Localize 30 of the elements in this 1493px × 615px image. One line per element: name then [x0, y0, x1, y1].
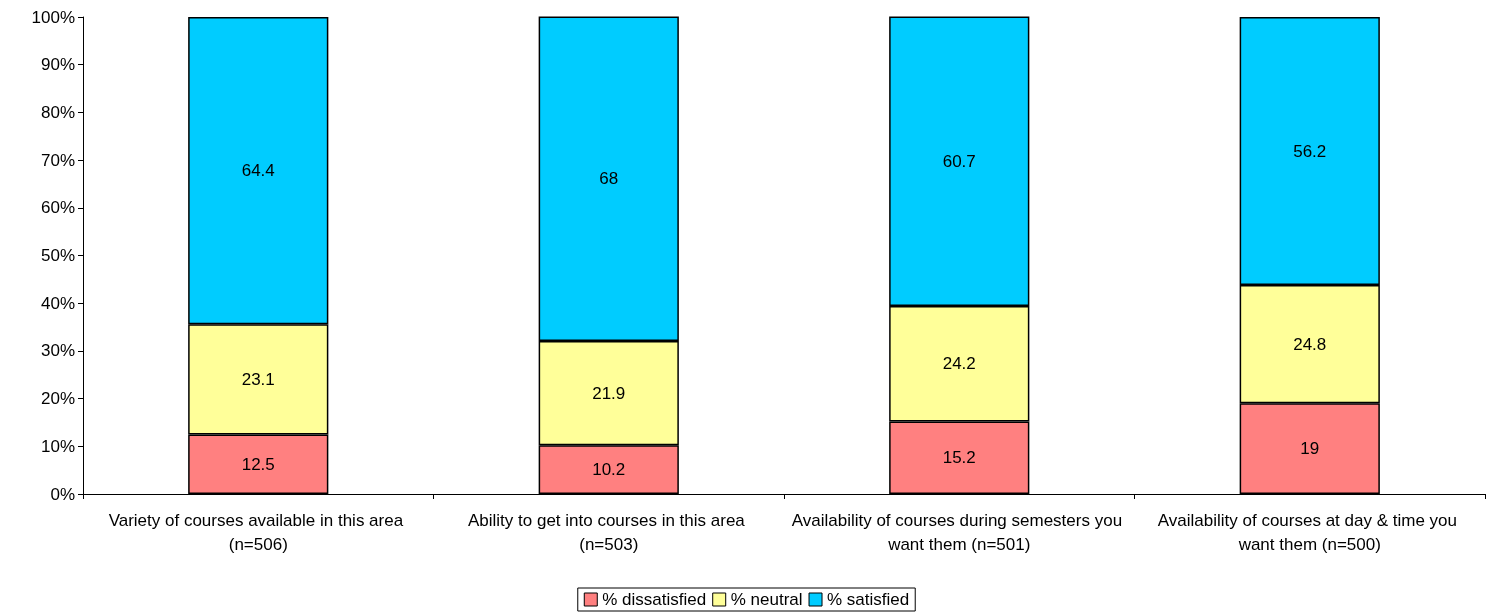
data-label: 10.2: [592, 460, 626, 480]
x-tick-label: Ability to get into courses in this area (n=503): [467, 510, 750, 554]
data-label: 60.7: [942, 151, 976, 171]
data-label: 19: [1300, 439, 1320, 459]
y-tick-label: 90%: [40, 55, 75, 75]
y-tick-label: 70%: [40, 150, 75, 170]
y-tick-label: 10%: [40, 436, 75, 456]
data-label: 56.2: [1293, 141, 1327, 161]
data-label: 24.8: [1293, 334, 1327, 354]
y-tick-label: 0%: [50, 484, 75, 504]
legend-label: % neutral: [730, 590, 803, 609]
data-label: 23.1: [241, 369, 275, 389]
data-label: 12.5: [241, 454, 275, 474]
legend-label: % satisfied: [827, 590, 910, 609]
data-label: 21.9: [592, 383, 626, 403]
data-label: 15.2: [942, 448, 976, 468]
legend-label: % dissatisfied: [602, 590, 707, 609]
y-tick-label: 20%: [40, 389, 75, 409]
y-tick-label: 100%: [31, 7, 75, 27]
y-tick-label: 80%: [40, 102, 75, 122]
data-label: 68: [599, 169, 619, 189]
x-tick-label: Availability of courses during semesters you want them (n=501): [791, 510, 1127, 554]
data-label: 64.4: [241, 161, 275, 181]
y-tick-label: 50%: [40, 246, 75, 265]
y-tick-label: 30%: [40, 341, 75, 361]
data-label: 24.2: [942, 354, 976, 374]
y-tick-label: 40%: [40, 293, 75, 313]
x-tick-label: Availability of courses at day & time you want them (n=500): [1157, 510, 1462, 554]
y-tick-label: 60%: [40, 198, 75, 218]
x-tick-label: Variety of courses available in this area (n=506): [108, 510, 408, 554]
